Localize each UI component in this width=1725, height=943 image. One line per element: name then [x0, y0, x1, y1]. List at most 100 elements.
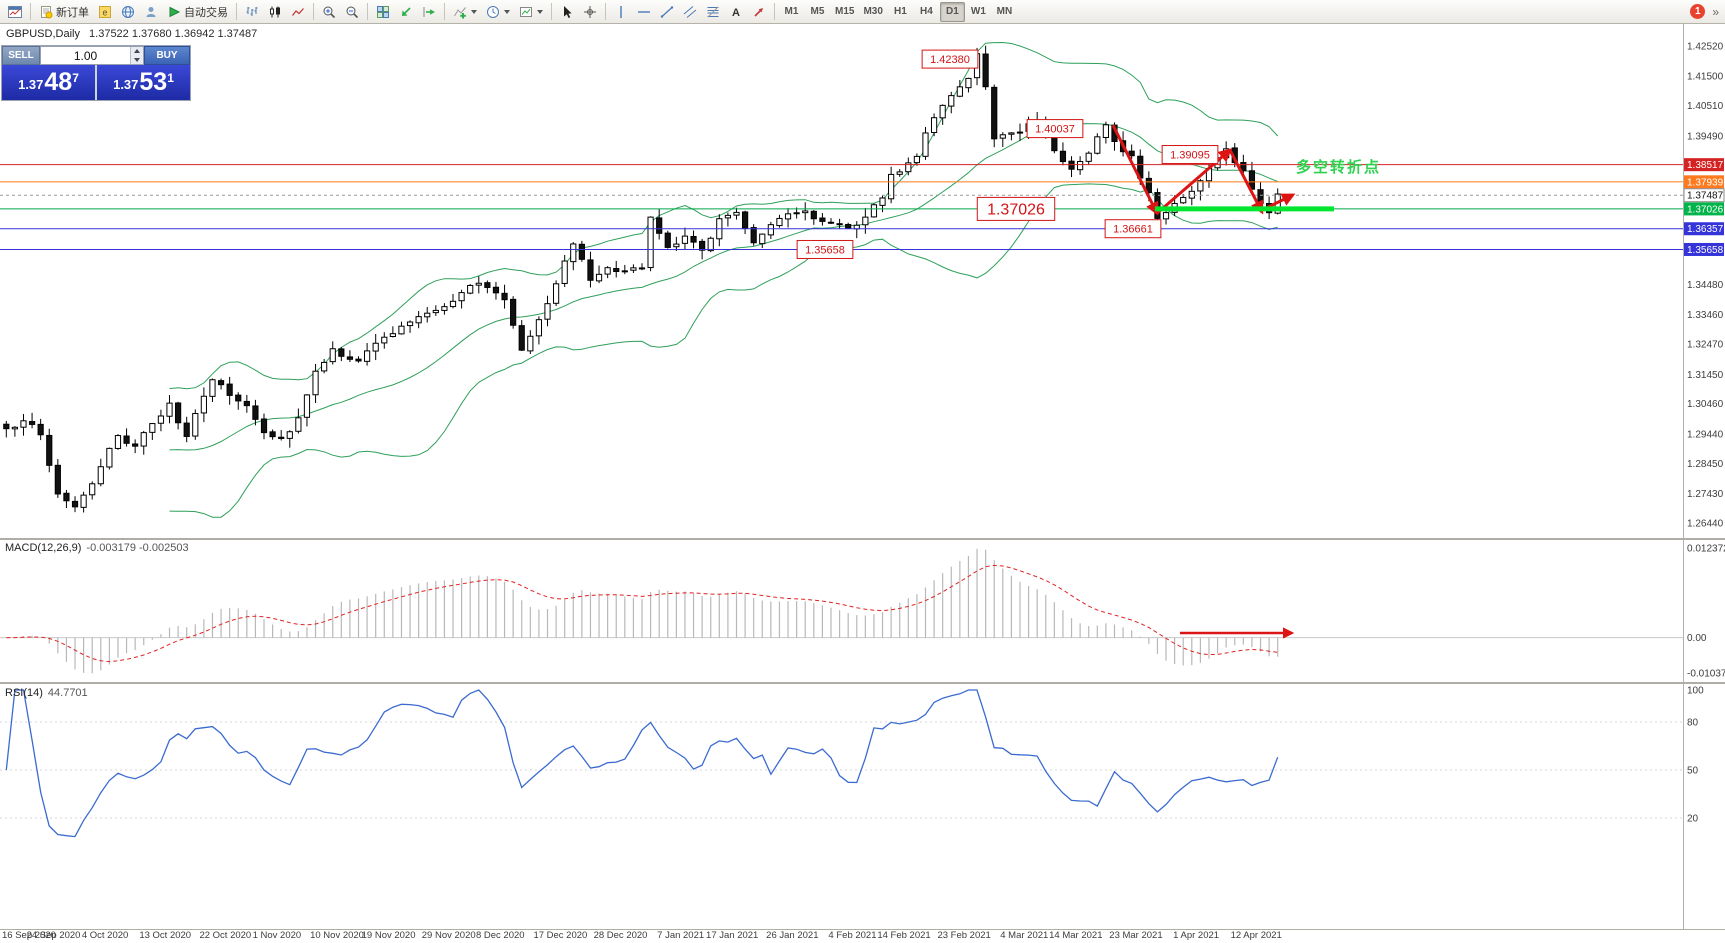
autotrade-button[interactable]: 自动交易	[163, 2, 232, 22]
price-scale[interactable]	[1683, 24, 1725, 929]
price-callout[interactable]	[976, 196, 1056, 221]
toolbar-separator	[605, 3, 606, 20]
text-icon: A	[729, 5, 743, 19]
templates-button[interactable]	[515, 2, 547, 22]
sell-price-prefix: 1.37	[18, 76, 44, 92]
price-tag-value: 1.37026	[1687, 204, 1724, 215]
rsi-scale-label: 80	[1687, 718, 1699, 729]
price-tag	[1684, 202, 1724, 216]
time-scale[interactable]: 16 Sep 2020 24 Sep 2020 4 Oct 2020 13 Oct 2…	[0, 929, 1683, 943]
community-button[interactable]	[140, 2, 162, 22]
lot-decrease-button[interactable]	[131, 55, 143, 64]
cn-annotation[interactable]: 多空转折点	[1296, 158, 1381, 176]
metaeditor-button[interactable]: e	[94, 2, 116, 22]
sell-button[interactable]: SELL	[2, 46, 40, 65]
panel-splitter[interactable]	[0, 682, 1725, 684]
time-axis-label: 29 Nov 2020	[421, 930, 476, 941]
chart-window-icon	[8, 5, 22, 19]
price-callout[interactable]	[1161, 145, 1219, 165]
svg-text:A: A	[732, 7, 740, 19]
trendline-tool-button[interactable]	[656, 2, 678, 22]
price-tick: 1.30460	[1687, 399, 1724, 410]
chart-shift-button[interactable]	[418, 2, 440, 22]
toolbar-overflow-button[interactable]: »	[1712, 4, 1719, 19]
price-tag-value: 1.37487	[1687, 191, 1724, 202]
auto-scroll-icon	[399, 5, 413, 19]
market-watch-button[interactable]	[117, 2, 139, 22]
time-axis-label: 10 Nov 2020	[310, 930, 364, 941]
zoom-out-button[interactable]	[341, 2, 363, 22]
price-callout[interactable]	[1026, 119, 1084, 139]
lot-increase-button[interactable]	[131, 47, 143, 56]
timeframe-h4-button[interactable]: H4	[914, 2, 939, 22]
indicators-button[interactable]	[449, 2, 481, 22]
vertical-line-tool-button[interactable]	[610, 2, 632, 22]
timeframe-m30-button[interactable]: M30	[859, 2, 886, 22]
indicators-icon	[453, 5, 467, 19]
macd-panel-canvas[interactable]	[0, 540, 1683, 682]
rsi-panel-canvas[interactable]	[0, 684, 1683, 929]
toolbar-separator	[30, 3, 31, 20]
cursor-tool-button[interactable]	[556, 2, 578, 22]
crosshair-icon	[583, 5, 597, 19]
price-tick: 1.29440	[1687, 429, 1724, 440]
buy-price-display[interactable]: 1.37 53 1	[97, 65, 190, 100]
new-chart-button[interactable]	[4, 2, 26, 22]
timeframe-d1-button[interactable]: D1	[939, 1, 965, 22]
horizontal-line-tool-button[interactable]	[633, 2, 655, 22]
fibonacci-tool-button[interactable]	[702, 2, 724, 22]
trend-arrow[interactable]	[1111, 124, 1159, 216]
timeframe-m1-button[interactable]: M1	[779, 2, 804, 22]
toolbar-separator	[236, 3, 237, 20]
trend-arrow[interactable]	[1228, 149, 1264, 215]
cursor-icon	[560, 5, 574, 19]
crosshair-tool-button[interactable]	[579, 2, 601, 22]
macd-title: MACD(12,26,9)	[5, 542, 82, 554]
panel-splitter[interactable]	[0, 538, 1725, 540]
price-callout[interactable]	[796, 239, 854, 259]
price-callout[interactable]	[921, 49, 979, 69]
text-tool-button[interactable]: A	[725, 2, 747, 22]
tile-windows-button[interactable]	[372, 2, 394, 22]
buy-price-sup: 1	[167, 71, 174, 85]
notification-badge[interactable]: 1	[1690, 4, 1706, 19]
zoom-in-button[interactable]	[318, 2, 340, 22]
timeframe-h1-button[interactable]: H1	[888, 2, 913, 22]
timeframe-mn-button[interactable]: MN	[992, 2, 1017, 22]
buy-button[interactable]: BUY	[144, 46, 190, 65]
periods-button[interactable]	[482, 2, 514, 22]
price-callout[interactable]	[1104, 219, 1162, 239]
arrows-tool-button[interactable]	[748, 2, 770, 22]
price-tick: 1.34480	[1687, 280, 1724, 291]
arrow-icon	[752, 5, 766, 19]
hline-icon	[637, 5, 651, 19]
timeframe-w1-button[interactable]: W1	[966, 2, 991, 22]
time-axis-label: 8 Dec 2020	[475, 930, 525, 941]
time-axis-label: 14 Mar 2021	[1049, 930, 1103, 941]
toolbar-separator	[444, 3, 445, 20]
channel-icon	[683, 5, 697, 19]
main-chart-canvas[interactable]	[0, 24, 1683, 538]
candlestick-mode-button[interactable]	[264, 2, 286, 22]
price-tick: 1.28450	[1687, 459, 1724, 470]
new-order-button[interactable]: 新订单	[35, 2, 93, 22]
tile-windows-icon	[376, 5, 390, 19]
line-chart-mode-button[interactable]	[287, 2, 309, 22]
channel-tool-button[interactable]	[679, 2, 701, 22]
sell-price-big: 48	[44, 68, 73, 96]
timeframe-m15-button[interactable]: M15	[831, 2, 858, 22]
sell-price-sup: 7	[72, 71, 79, 85]
sell-price-display[interactable]: 1.37 48 7	[2, 65, 95, 100]
timeframe-m5-button[interactable]: M5	[805, 2, 830, 22]
candle-chart-icon	[268, 5, 282, 19]
bar-chart-mode-button[interactable]	[241, 2, 263, 22]
chevron-down-icon	[471, 9, 477, 14]
auto-scroll-button[interactable]	[395, 2, 417, 22]
buy-price-big: 53	[139, 68, 168, 96]
trend-arrow[interactable]	[1265, 193, 1296, 210]
time-axis-label: 24 Sep 2020	[26, 930, 81, 941]
price-callout-text: 1.40037	[1035, 124, 1075, 136]
lot-size-field[interactable]: 1.00	[40, 46, 144, 65]
price-callout-text: 1.37026	[987, 202, 1045, 219]
